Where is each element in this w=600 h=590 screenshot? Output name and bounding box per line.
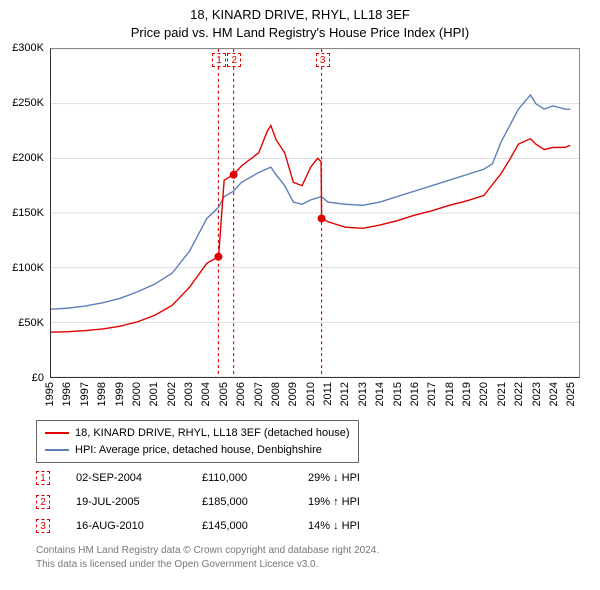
legend: 18, KINARD DRIVE, RHYL, LL18 3EF (detach… [36, 420, 359, 463]
x-tick-label: 2009 [287, 382, 299, 406]
event-delta: 14% ↓ HPI [308, 520, 388, 532]
x-tick-label: 2014 [374, 382, 386, 406]
x-tick-label: 2019 [461, 382, 473, 406]
x-tick-label: 1999 [114, 382, 126, 406]
x-tick-label: 2011 [322, 382, 334, 406]
x-tick-label: 2008 [270, 382, 282, 406]
x-tick-label: 1998 [96, 382, 108, 406]
event-delta: 29% ↓ HPI [308, 472, 388, 484]
x-tick-label: 2020 [478, 382, 490, 406]
event-date: 19-JUL-2005 [76, 496, 176, 508]
event-date: 16-AUG-2010 [76, 520, 176, 532]
x-tick-label: 2007 [253, 382, 265, 406]
x-tick-label: 2024 [548, 382, 560, 406]
title-block: 18, KINARD DRIVE, RHYL, LL18 3EF Price p… [0, 0, 600, 42]
y-tick-label: £250K [12, 97, 44, 109]
event-row: 3 16-AUG-2010 £145,000 14% ↓ HPI [36, 514, 388, 538]
y-tick-label: £50K [18, 317, 44, 329]
x-tick-label: 2000 [131, 382, 143, 406]
event-row: 2 19-JUL-2005 £185,000 19% ↑ HPI [36, 490, 388, 514]
legend-label: 18, KINARD DRIVE, RHYL, LL18 3EF (detach… [75, 425, 350, 442]
y-tick-label: £150K [12, 207, 44, 219]
x-tick-label: 2003 [183, 382, 195, 406]
event-price: £110,000 [202, 472, 282, 484]
event-marker-badge: 1 [36, 471, 50, 485]
title-line-1: 18, KINARD DRIVE, RHYL, LL18 3EF [0, 6, 600, 24]
x-tick-label: 2001 [148, 382, 160, 406]
x-tick-label: 2021 [496, 382, 508, 406]
title-line-2: Price paid vs. HM Land Registry's House … [0, 24, 600, 42]
footnote: Contains HM Land Registry data © Crown c… [36, 544, 379, 571]
event-price: £145,000 [202, 520, 282, 532]
legend-label: HPI: Average price, detached house, Denb… [75, 442, 322, 459]
plot-area: 12 3 [50, 48, 580, 378]
chart-container: 18, KINARD DRIVE, RHYL, LL18 3EF Price p… [0, 0, 600, 590]
x-tick-label: 2025 [565, 382, 577, 406]
x-tick-label: 2018 [444, 382, 456, 406]
event-marker-badge: 2 [36, 495, 50, 509]
legend-row: 18, KINARD DRIVE, RHYL, LL18 3EF (detach… [45, 425, 350, 442]
event-marker-badge: 3 [36, 519, 50, 533]
y-axis-labels: £0£50K£100K£150K£200K£250K£300K [0, 48, 48, 378]
x-tick-label: 2006 [235, 382, 247, 406]
event-marker-1: 1 [212, 53, 226, 67]
y-tick-label: £0 [32, 372, 44, 384]
x-tick-label: 2002 [166, 382, 178, 406]
x-tick-label: 2023 [531, 382, 543, 406]
x-tick-label: 1995 [44, 382, 56, 406]
x-tick-label: 1996 [61, 382, 73, 406]
x-tick-label: 2013 [357, 382, 369, 406]
events-table: 1 02-SEP-2004 £110,000 29% ↓ HPI 2 19-JUL-200… [36, 466, 388, 538]
x-tick-label: 2012 [339, 382, 351, 406]
x-tick-label: 1997 [79, 382, 91, 406]
event-delta: 19% ↑ HPI [308, 496, 388, 508]
x-tick-label: 2005 [218, 382, 230, 406]
event-marker-3: 3 [316, 53, 330, 67]
x-axis-labels: 1995199619971998199920002001200220032004… [50, 380, 580, 420]
event-row: 1 02-SEP-2004 £110,000 29% ↓ HPI [36, 466, 388, 490]
chart-svg [51, 49, 579, 377]
legend-row: HPI: Average price, detached house, Denb… [45, 442, 350, 459]
event-marker-2: 2 [227, 53, 241, 67]
x-tick-label: 2004 [200, 382, 212, 406]
y-tick-label: £200K [12, 152, 44, 164]
y-tick-label: £300K [12, 42, 44, 54]
x-tick-label: 2015 [392, 382, 404, 406]
legend-swatch [45, 449, 69, 451]
event-price: £185,000 [202, 496, 282, 508]
x-tick-label: 2022 [513, 382, 525, 406]
y-tick-label: £100K [12, 262, 44, 274]
x-tick-label: 2017 [426, 382, 438, 406]
event-date: 02-SEP-2004 [76, 472, 176, 484]
footnote-line-1: Contains HM Land Registry data © Crown c… [36, 544, 379, 558]
x-tick-label: 2010 [305, 382, 317, 406]
x-tick-label: 2016 [409, 382, 421, 406]
footnote-line-2: This data is licensed under the Open Gov… [36, 558, 379, 572]
legend-swatch [45, 432, 69, 434]
